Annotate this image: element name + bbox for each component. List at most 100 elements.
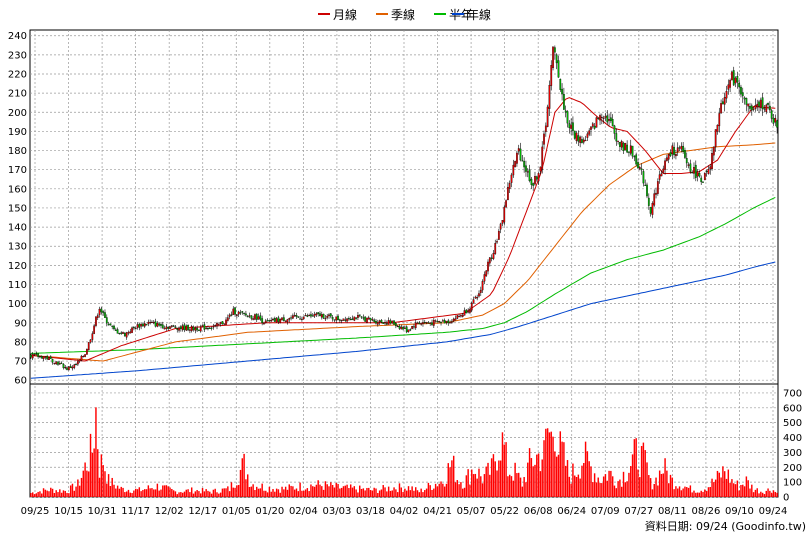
volume-bar	[60, 492, 63, 497]
candle-body	[432, 319, 435, 326]
volume-bar	[743, 486, 746, 497]
candle-body	[226, 317, 229, 321]
volume-bar	[344, 485, 347, 497]
candle-body	[768, 105, 771, 111]
volume-bar	[586, 451, 589, 497]
candle-body	[619, 141, 621, 147]
candle-body	[100, 308, 103, 313]
volume-bar	[68, 493, 70, 497]
price-tick-label: 150	[8, 203, 27, 214]
volume-bar	[357, 492, 359, 497]
candle-body	[104, 312, 106, 318]
volume-bar	[46, 490, 48, 497]
volume-bar	[543, 440, 545, 497]
candle-body	[543, 133, 545, 145]
date-tick-label: 10/15	[54, 506, 83, 517]
volume-bar	[498, 460, 500, 497]
candle-body	[172, 325, 175, 327]
date-tick-label: 01/20	[255, 506, 284, 517]
volume-bar	[579, 478, 581, 497]
volume-bar	[254, 490, 256, 497]
candle-body	[763, 108, 766, 110]
candle-body	[642, 171, 645, 184]
candle-body	[371, 319, 374, 321]
candle-body	[510, 174, 513, 183]
volume-bar	[256, 486, 258, 497]
volume-bar	[41, 493, 43, 497]
candle-body	[122, 332, 124, 334]
candle-body	[346, 318, 348, 322]
candle-body	[530, 178, 533, 185]
volume-bar	[234, 487, 236, 497]
volume-bar	[310, 484, 312, 497]
volume-bar	[221, 488, 224, 497]
date-tick-label: 08/11	[658, 506, 687, 517]
candle-body	[165, 326, 168, 329]
candle-body	[434, 320, 437, 322]
candle-body	[687, 164, 690, 166]
candle-body	[203, 324, 206, 330]
candle-body	[573, 130, 576, 139]
volume-bar	[402, 491, 404, 497]
candle-body	[190, 325, 193, 332]
volume-bar	[754, 489, 757, 497]
candle-body	[425, 322, 428, 324]
candle-body	[590, 126, 592, 130]
volume-bar	[149, 488, 151, 497]
candle-body	[369, 318, 372, 321]
volume-bar	[288, 484, 290, 497]
volume-bar	[178, 492, 180, 497]
volume-bar	[714, 479, 717, 497]
volume-bar	[483, 474, 486, 497]
volume-bar	[633, 439, 636, 497]
candle-body	[302, 316, 305, 320]
candle-body	[684, 149, 686, 158]
volume-bar	[223, 488, 225, 497]
candle-body	[566, 111, 569, 124]
volume-bar	[552, 436, 554, 497]
volume-bar	[691, 492, 693, 497]
volume-bar	[125, 491, 128, 497]
candle-body	[727, 84, 730, 90]
volume-bar	[313, 486, 316, 497]
volume-bar	[599, 482, 601, 497]
candle-body	[691, 172, 694, 174]
volume-bar	[189, 492, 191, 497]
candle-body	[290, 317, 292, 319]
candle-body	[129, 331, 132, 334]
volume-bar	[575, 476, 578, 497]
volume-bar	[489, 474, 491, 497]
volume-bar	[640, 446, 643, 497]
candle-body	[611, 119, 614, 127]
candle-body	[501, 220, 504, 224]
candle-body	[95, 316, 97, 326]
candle-body	[685, 158, 688, 164]
candle-body	[189, 329, 191, 331]
volume-bar	[496, 470, 498, 497]
volume-bar	[219, 492, 222, 497]
candle-body	[84, 354, 86, 357]
volume-bar	[649, 478, 652, 497]
candle-body	[192, 326, 195, 330]
candle-body	[581, 139, 583, 143]
volume-bar	[465, 475, 468, 497]
volume-bar	[723, 471, 726, 497]
volume-bar	[127, 489, 130, 497]
date-axis: 09/25 10/15 10/31 11/17 12/02 12/17 01/05 01/20…	[21, 506, 788, 517]
volume-bar	[602, 476, 605, 497]
candle-body	[107, 324, 110, 326]
volume-bar	[115, 488, 117, 497]
volume-bar	[380, 489, 383, 497]
candle-body	[338, 319, 341, 321]
volume-bar	[360, 488, 363, 497]
candle-body	[181, 325, 184, 330]
volume-bar	[501, 432, 504, 497]
candle-body	[416, 322, 419, 324]
candle-body	[413, 326, 415, 328]
legend-label-month: 月線	[333, 7, 357, 22]
candle-body	[391, 320, 394, 324]
price-tick-label: 200	[8, 108, 27, 119]
candle-body	[357, 315, 359, 318]
volume-bar	[474, 473, 477, 497]
candle-body	[635, 154, 638, 165]
